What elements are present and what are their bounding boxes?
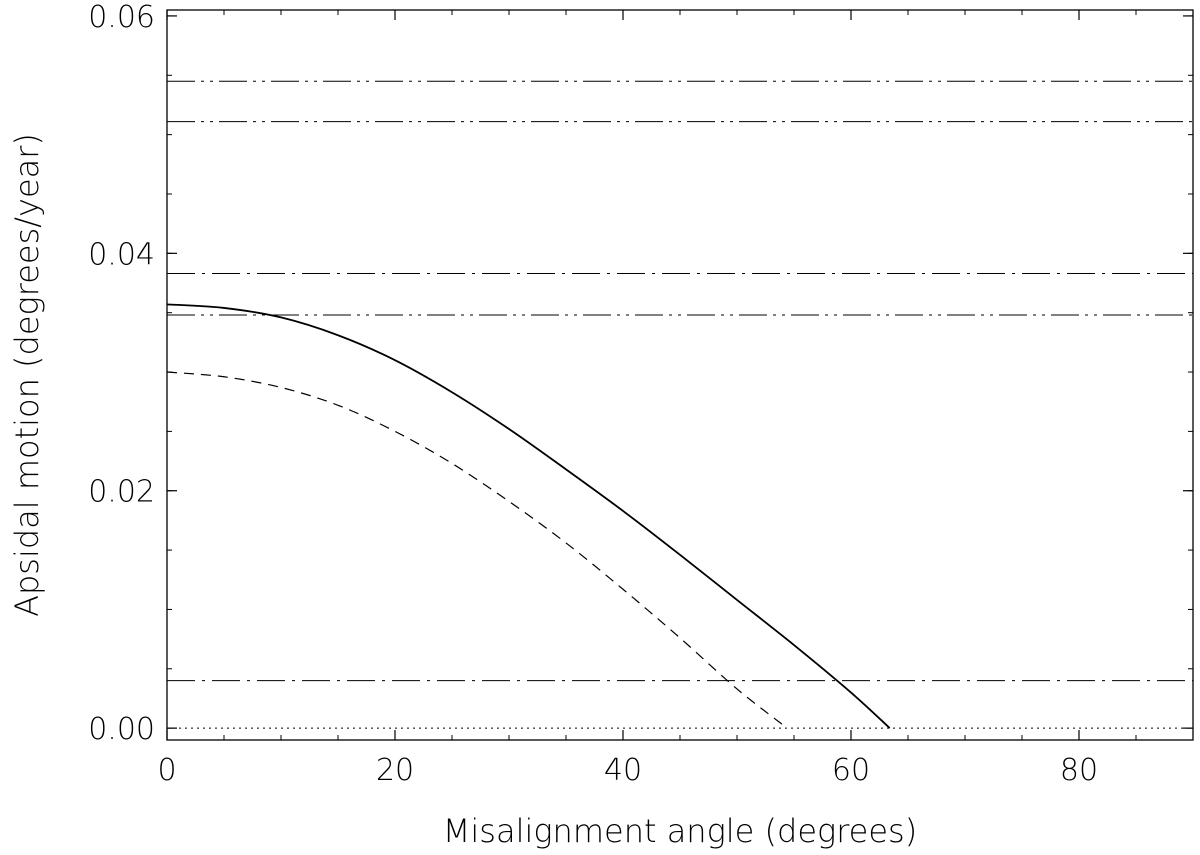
data-series <box>166 303 891 729</box>
x-axis-title: Misalignment angle (degrees) <box>443 812 917 850</box>
x-tick-labels: 0 20 40 60 80 <box>157 753 1098 788</box>
x-tick-label: 80 <box>1060 753 1098 788</box>
minor-ticks <box>166 10 1194 740</box>
x-tick-label: 0 <box>157 753 176 788</box>
x-tick-label: 60 <box>832 753 870 788</box>
y-tick-label: 0.02 <box>88 475 155 510</box>
y-tick-label: 0.04 <box>88 237 155 272</box>
x-tick-label: 40 <box>604 753 642 788</box>
y-tick-label: 0.06 <box>88 0 155 35</box>
x-tick-label: 20 <box>376 753 414 788</box>
series-line-dashed <box>166 371 788 729</box>
y-axis-title: Apsidal motion (degrees/year) <box>8 133 46 617</box>
series-line-solid <box>166 303 891 729</box>
reference-lines <box>167 80 1193 729</box>
y-tick-label: 0.00 <box>88 712 155 747</box>
plot-frame <box>166 9 1194 741</box>
y-tick-labels: 0.00 0.02 0.04 0.06 <box>88 0 155 747</box>
major-ticks <box>166 10 1193 740</box>
